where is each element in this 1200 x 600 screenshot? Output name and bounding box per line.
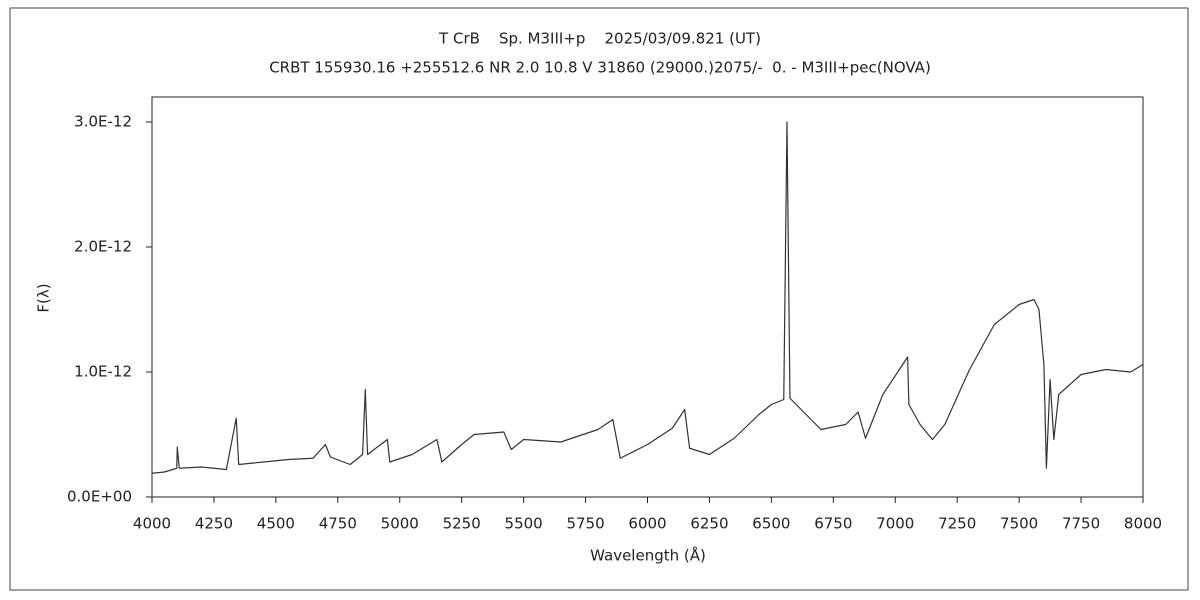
x-tick-label: 6000 — [628, 515, 666, 533]
x-tick-label: 5000 — [381, 515, 419, 533]
y-tick-label: 3.0E-12 — [74, 113, 132, 131]
y-tick-label: 1.0E-12 — [74, 363, 132, 381]
x-tick-label: 7250 — [938, 515, 976, 533]
x-tick-label: 7500 — [1000, 515, 1038, 533]
x-tick-label: 4250 — [195, 515, 233, 533]
chart-title: T CrB Sp. M3III+p 2025/03/09.821 (UT) — [438, 30, 761, 48]
y-tick-label: 0.0E+00 — [67, 488, 132, 506]
x-tick-label: 4750 — [319, 515, 357, 533]
x-tick-label: 6500 — [752, 515, 790, 533]
x-tick-label: 4000 — [133, 515, 171, 533]
x-tick-label: 4500 — [257, 515, 295, 533]
y-tick-label: 2.0E-12 — [74, 238, 132, 256]
spectrum-line — [151, 121, 1144, 474]
x-tick-label: 5250 — [443, 515, 481, 533]
x-tick-label: 7000 — [876, 515, 914, 533]
x-tick-label: 5750 — [566, 515, 604, 533]
x-tick-label: 6750 — [814, 515, 852, 533]
x-axis-label: Wavelength (Å) — [590, 546, 706, 565]
x-tick-label: 5500 — [505, 515, 543, 533]
x-tick-label: 8000 — [1124, 515, 1162, 533]
x-tick-label: 6250 — [690, 515, 728, 533]
y-axis-label: F(λ) — [35, 283, 53, 312]
chart-frame — [9, 7, 1189, 591]
x-tick-label: 7750 — [1062, 515, 1100, 533]
chart-subtitle: CRBT 155930.16 +255512.6 NR 2.0 10.8 V 3… — [269, 59, 931, 77]
